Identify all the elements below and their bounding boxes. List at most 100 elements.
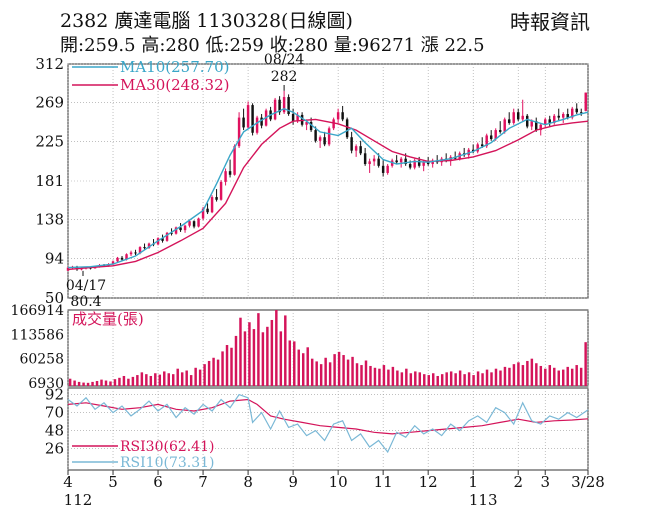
volume-title: 成交量(張) (72, 310, 144, 328)
legend-ma10: MA10(257.70) (120, 58, 229, 76)
price-tick-label: 269 (35, 93, 64, 111)
candle-body (548, 119, 551, 123)
x-tick-label: 2 (513, 473, 523, 491)
volume-tick-label: 166914 (11, 303, 65, 319)
candle-body (354, 146, 358, 151)
volume-bar (319, 364, 323, 386)
volume-bar (167, 373, 170, 386)
volume-bar (400, 372, 404, 386)
candle-body (255, 117, 259, 133)
rsi-tick-label: 92 (45, 386, 64, 404)
volume-bar (216, 359, 220, 386)
candle-body (287, 97, 290, 115)
annotation-high-date: 08/24 (264, 52, 304, 68)
candle-body (134, 252, 137, 254)
candle-body (372, 158, 376, 162)
volume-bar (279, 331, 283, 386)
volume-bar (189, 375, 193, 386)
volume-bar (414, 371, 417, 386)
volume-bar (203, 364, 206, 386)
volume-bar (432, 373, 435, 386)
candle-body (282, 97, 286, 113)
candle-body (584, 92, 587, 111)
volume-bar (526, 360, 529, 386)
volume-bar (158, 374, 162, 386)
candle-body (480, 144, 484, 147)
legend-ma30: MA30(248.32) (120, 76, 229, 94)
candle-body (503, 119, 506, 132)
volume-bar (68, 378, 72, 386)
candle-body (228, 171, 232, 175)
volume-bar (136, 375, 139, 386)
volume-bar (221, 351, 224, 386)
volume-bar (113, 379, 117, 386)
volume-bar (548, 365, 552, 386)
candle-body (507, 119, 511, 123)
candle-body (116, 257, 119, 262)
volume-bar (257, 313, 260, 386)
ma10-line (67, 107, 589, 269)
volume-bar (449, 371, 453, 386)
price-tick-label: 225 (35, 133, 64, 151)
volume-bar (485, 369, 489, 386)
legend-rsi30: RSI30(62.41) (120, 439, 214, 455)
volume-bar (476, 371, 480, 386)
volume-tick-label: 113586 (11, 327, 65, 343)
candle-body (476, 144, 479, 152)
volume-bar (109, 381, 112, 386)
candle-body (125, 254, 128, 260)
volume-bar (77, 381, 81, 386)
candle-body (381, 165, 385, 173)
volume-bar (454, 373, 457, 386)
candle-body (399, 158, 403, 163)
volume-bar (387, 369, 390, 386)
volume-bar (328, 362, 332, 386)
volume-bar (176, 368, 179, 386)
volume-bar (212, 357, 215, 386)
ma30-line (67, 118, 589, 271)
volume-bar (445, 372, 448, 386)
volume-bar (364, 360, 368, 386)
volume-bar (467, 372, 471, 386)
volume-bar (324, 357, 327, 386)
volume-bar (266, 326, 269, 386)
volume-bar (73, 380, 76, 386)
volume-bar (140, 372, 144, 386)
volume-bar (261, 332, 265, 386)
price-tick-label: 312 (35, 55, 64, 73)
x-tick-label: 11 (374, 473, 393, 491)
candle-body (404, 158, 407, 165)
volume-bar (154, 373, 157, 386)
x-tick-label: 8 (243, 473, 253, 491)
candle-body (318, 137, 322, 141)
volume-bar (440, 374, 444, 386)
candle-body (516, 112, 520, 120)
volume-bar (185, 370, 188, 386)
candle-body (170, 232, 173, 234)
x-tick-label: 3/28 (571, 473, 605, 491)
volume-bar (297, 349, 300, 386)
volume-bar (194, 367, 197, 386)
rsi-tick-label: 26 (45, 440, 64, 458)
volume-bar (234, 335, 238, 386)
candle-body (224, 171, 227, 182)
volume-bar (369, 365, 372, 386)
volume-bar (575, 365, 578, 386)
volume-bar (481, 373, 484, 386)
volume-bar (584, 342, 587, 386)
candle-body (161, 238, 164, 241)
volume-bar (427, 375, 430, 386)
volume-bar (463, 374, 466, 386)
volume-bar (86, 382, 90, 386)
volume-bar (472, 375, 475, 386)
volume-bar (243, 331, 247, 386)
candle-body (489, 135, 493, 140)
volume-bar (275, 310, 278, 386)
volume-tick-label: 60258 (19, 352, 64, 368)
x-tick-label: 4 (63, 473, 73, 491)
volume-bar (100, 379, 103, 386)
volume-bar (494, 368, 498, 386)
candle-body (575, 108, 578, 113)
candle-body (422, 162, 425, 166)
volume-bar (351, 356, 354, 386)
